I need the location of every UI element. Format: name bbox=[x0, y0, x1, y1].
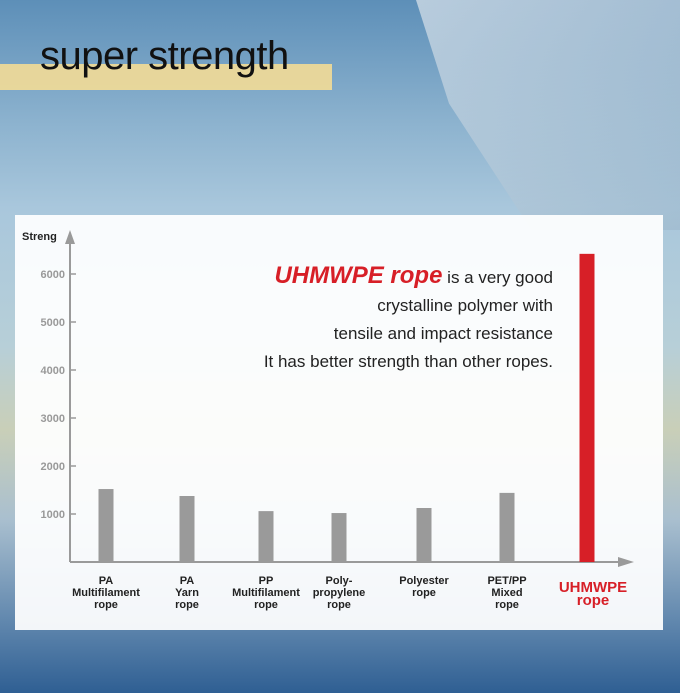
bar-1 bbox=[179, 496, 195, 562]
x-tick-label: Poly-propylene rope bbox=[294, 575, 384, 611]
y-axis-label: Streng bbox=[22, 231, 57, 243]
x-tick-label-line: Multifilament bbox=[72, 587, 140, 599]
x-axis-arrow bbox=[618, 557, 634, 567]
x-tick-label-line: rope bbox=[327, 599, 351, 611]
x-tick-label: PET/PP Mixed rope bbox=[462, 575, 552, 611]
description-line-1: is a very good bbox=[442, 268, 553, 287]
x-tick-label-line: Yarn bbox=[175, 587, 199, 599]
title-highlight-band bbox=[0, 64, 332, 90]
x-tick-label-line: UHMWPE bbox=[558, 579, 628, 596]
x-tick-label-line: rope bbox=[175, 599, 199, 611]
x-tick-label-line: Multifilament bbox=[232, 587, 300, 599]
y-tick-label: 5000 bbox=[41, 317, 65, 329]
x-tick-label-line: Poly- bbox=[325, 575, 353, 587]
bar-6 bbox=[579, 253, 595, 562]
x-tick-label: PA Yarn rope bbox=[142, 575, 232, 611]
x-tick-label: PA Multifilament rope bbox=[61, 575, 151, 611]
y-tick-label: 1000 bbox=[41, 509, 65, 521]
x-tick-label-line: Mixed bbox=[491, 587, 523, 599]
bar-2 bbox=[258, 511, 274, 562]
description-line-3: tensile and impact resistance bbox=[333, 324, 553, 343]
description-line-2: crystalline polymer with bbox=[377, 296, 553, 315]
description-text: UHMWPE rope is a very good crystalline p… bbox=[264, 262, 553, 376]
x-tick-label-line: rope bbox=[254, 599, 278, 611]
y-tick-label: 3000 bbox=[41, 413, 65, 425]
y-tick-label: 6000 bbox=[41, 269, 65, 281]
x-tick-label-line: Polyester bbox=[399, 575, 449, 587]
y-axis-arrow bbox=[65, 230, 75, 244]
x-tick-label-line: rope bbox=[412, 587, 436, 599]
x-tick-label-line: PA bbox=[179, 575, 195, 587]
page-title: super strength bbox=[40, 34, 289, 78]
bar-5 bbox=[499, 492, 515, 562]
y-tick-label: 4000 bbox=[41, 365, 65, 377]
x-tick-label-line: rope bbox=[576, 592, 610, 609]
bar-3 bbox=[331, 513, 347, 562]
description-highlight: UHMWPE rope bbox=[274, 262, 443, 289]
x-tick-label-line: rope bbox=[495, 599, 519, 611]
x-tick-label: Polyester rope bbox=[379, 575, 469, 599]
bar-4 bbox=[416, 508, 432, 562]
x-tick-label: PP Multifilament rope bbox=[221, 575, 311, 611]
x-tick-label-line: PP bbox=[258, 575, 274, 587]
description-line-4: It has better strength than other ropes. bbox=[263, 352, 553, 371]
y-tick-label: 2000 bbox=[41, 461, 65, 473]
x-tick-label-line: PA bbox=[98, 575, 114, 587]
x-tick-label-line: rope bbox=[94, 599, 118, 611]
bar-0 bbox=[98, 489, 114, 562]
x-tick-label: UHMWPE rope bbox=[548, 579, 638, 609]
x-tick-label-line: propylene bbox=[312, 587, 366, 599]
x-tick-label-line: PET/PP bbox=[487, 575, 527, 587]
